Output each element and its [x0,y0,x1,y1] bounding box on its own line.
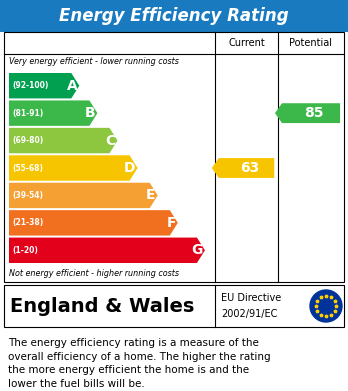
Polygon shape [9,183,158,208]
Text: 63: 63 [240,161,259,175]
Text: (21-38): (21-38) [12,218,43,227]
Text: (39-54): (39-54) [12,191,43,200]
Text: G: G [191,243,203,257]
Circle shape [310,290,342,322]
Bar [4,32,344,282]
Bar [0,0,348,32]
Polygon shape [9,238,205,263]
Bar [4,285,344,327]
Polygon shape [9,155,137,181]
Text: Energy Efficiency Rating: Energy Efficiency Rating [59,7,289,25]
Text: (92-100): (92-100) [12,81,48,90]
Text: E: E [146,188,156,203]
Text: (55-68): (55-68) [12,163,43,172]
Text: Very energy efficient - lower running costs: Very energy efficient - lower running co… [9,57,179,66]
Text: (81-91): (81-91) [12,109,43,118]
Text: A: A [66,79,77,93]
Text: Current: Current [228,38,265,48]
Text: (1-20): (1-20) [12,246,38,255]
Polygon shape [9,73,79,99]
Text: C: C [105,134,116,147]
Text: EU Directive: EU Directive [221,293,281,303]
Text: 85: 85 [304,106,324,120]
Text: Not energy efficient - higher running costs: Not energy efficient - higher running co… [9,269,179,278]
Text: D: D [124,161,136,175]
Text: F: F [166,216,176,230]
Text: B: B [85,106,95,120]
Text: England & Wales: England & Wales [10,296,195,316]
Polygon shape [9,128,118,153]
Text: 2002/91/EC: 2002/91/EC [221,308,277,319]
Polygon shape [9,210,178,235]
Text: (69-80): (69-80) [12,136,43,145]
Polygon shape [212,158,274,178]
Polygon shape [275,103,340,123]
Polygon shape [9,100,97,126]
Text: Potential: Potential [290,38,332,48]
Text: The energy efficiency rating is a measure of the
overall efficiency of a home. T: The energy efficiency rating is a measur… [8,338,271,389]
